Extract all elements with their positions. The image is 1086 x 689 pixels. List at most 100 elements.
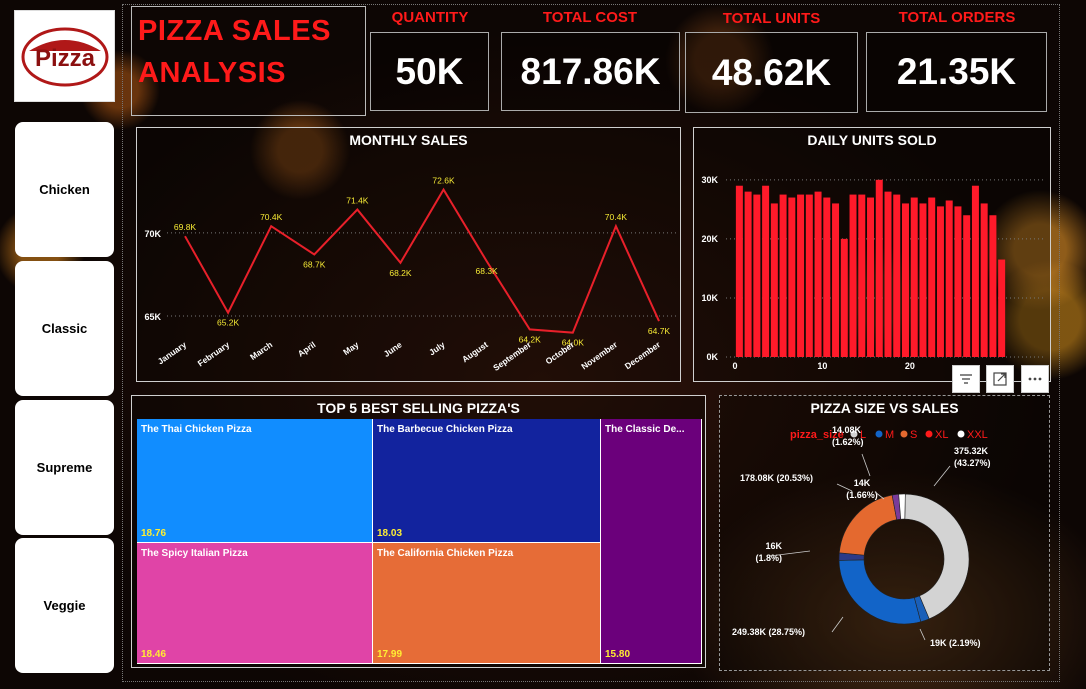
kpi-total-units-label: TOTAL UNITS [722,10,821,27]
legend-marker [957,430,965,438]
data-label: 70.4K [260,212,283,222]
legend-label: S [910,429,917,441]
leader-line [831,616,844,633]
bar [963,215,971,357]
leader-line [836,483,853,492]
data-label: 72.6K [432,176,455,186]
bar [735,185,743,357]
x-tick-label: 20 [905,361,915,371]
title-line-2: ANALYSIS [138,57,286,89]
slice-label: (43.27%) [954,458,991,468]
slicer-veggie[interactable]: Veggie [15,538,114,673]
bar [823,197,831,357]
bar [788,197,796,357]
slice-label: 14.08K [832,425,862,435]
kpi-total-units-value: 48.62K [685,32,858,113]
legend-marker [900,430,908,438]
slice-label: 249.38K (28.75%) [732,627,805,637]
leader-line [933,465,951,487]
legend-label: XXL [967,429,988,441]
y-tick-label: 0K [706,352,718,362]
monthly-sales-title: MONTHLY SALES [349,132,468,148]
kpi-total-orders-value: 21.35K [866,32,1047,112]
x-tick-label: October [544,339,577,366]
treemap-tile[interactable]: The Thai Chicken Pizza 18.76 [137,419,373,543]
logo-text: Pizza [35,45,96,72]
bar [998,259,1006,357]
pizza-logo: Pizza [14,10,115,102]
leader-line [919,628,926,641]
donut-slice [904,493,970,620]
bar [858,194,866,357]
bar [919,203,927,357]
treemap-tile[interactable]: The Classic De... 15.80 [601,419,702,664]
treemap-value: 18.03 [377,528,403,539]
bar [980,203,988,357]
treemap-label: The Classic De... [605,424,685,435]
kpi-quantity-label: QUANTITY [391,9,469,26]
slicer-chicken[interactable]: Chicken [15,122,114,257]
x-tick-label: May [341,339,361,357]
data-label: 68.7K [303,259,326,269]
x-tick-label: January [156,339,189,366]
legend-title: pizza_size [790,429,844,441]
more-options-icon[interactable] [1021,365,1049,393]
bar [744,191,752,357]
daily-units-chart: 0K 10K 20K 30K 0 10 20 [701,175,1044,371]
leader-line [861,453,871,477]
bar [945,200,953,357]
title-line-1: PIZZA SALES [138,15,331,47]
data-label: 65.2K [217,318,240,328]
treemap-label: The Spicy Italian Pizza [141,548,248,559]
x-tick-label: August [460,339,490,364]
legend-label: L [860,429,866,441]
bar [797,194,805,357]
treemap-value: 18.76 [141,528,167,539]
x-tick-label: September [491,339,533,373]
treemap-tile[interactable]: The California Chicken Pizza 17.99 [373,543,601,664]
slice-label: (1.62%) [832,437,864,447]
slice-label: 14K [854,478,871,488]
slice-label: 16K [765,541,782,551]
treemap-tile[interactable]: The Barbecue Chicken Pizza 18.03 [373,419,601,543]
x-tick-label: February [196,339,232,368]
focus-mode-icon[interactable] [986,365,1014,393]
donut-slice [898,493,906,520]
donut-slice [838,559,922,625]
kpi-total-orders-label: TOTAL ORDERS [898,9,1016,26]
x-tick-label: 0 [732,361,737,371]
bar [814,191,822,357]
bar [770,203,778,357]
kpi-total-cost-label: TOTAL COST [542,9,638,26]
bar [893,194,901,357]
y-tick-label: 70K [144,229,161,239]
x-tick-label: 10 [817,361,827,371]
treemap-label: The Thai Chicken Pizza [141,424,252,435]
leader-line [874,491,885,500]
daily-units-panel[interactable]: DAILY UNITS SOLD 0K 10K 20K 30K 0 10 20 [693,127,1051,382]
x-tick-label: March [248,339,274,362]
top5-title: TOP 5 BEST SELLING PIZZA'S [317,400,520,416]
treemap-tile[interactable]: The Spicy Italian Pizza 18.46 [137,543,373,664]
bar [762,185,770,357]
bar [901,203,909,357]
legend-label: M [885,429,894,441]
filter-icon[interactable] [952,365,980,393]
bar [832,203,840,357]
bar [779,194,787,357]
slicer-classic[interactable]: Classic [15,261,114,396]
y-tick-label: 20K [701,234,718,244]
y-tick-label: 30K [701,175,718,185]
treemap-label: The California Chicken Pizza [377,548,514,559]
slice-label: 19K (2.19%) [930,638,981,648]
slicer-supreme[interactable]: Supreme [15,400,114,535]
slice-label: (1.66%) [846,490,878,500]
slice-label: 375.32K [954,446,989,456]
pizza-size-panel[interactable]: PIZZA SIZE VS SALES pizza_size L M S XL XXL 37… [719,395,1050,671]
top5-pizzas-panel[interactable]: TOP 5 BEST SELLING PIZZA'S The Thai Chic… [131,395,706,668]
kpi-quantity-value: 50K [370,32,489,111]
monthly-sales-panel[interactable]: MONTHLY SALES 65K 70K 69.8K January 65.2K Feb… [136,127,681,382]
pizza-size-title: PIZZA SIZE VS SALES [810,400,959,416]
treemap-value: 17.99 [377,649,403,660]
treemap-label: The Barbecue Chicken Pizza [377,424,513,435]
